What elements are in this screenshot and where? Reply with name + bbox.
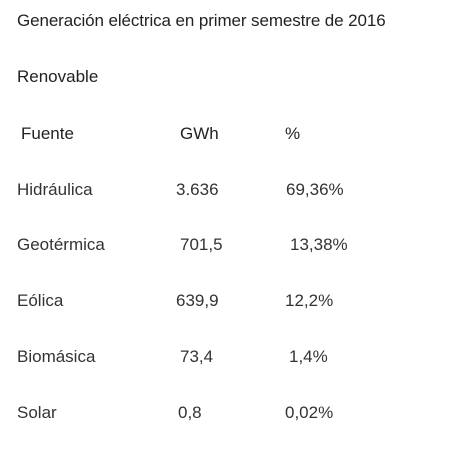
row-percent: 1,4% bbox=[289, 347, 328, 366]
section-heading: Renovable bbox=[17, 67, 99, 86]
row-percent: 0,02% bbox=[285, 403, 334, 422]
row-gwh: 639,9 bbox=[176, 291, 219, 310]
row-gwh: 701,5 bbox=[180, 235, 223, 254]
row-source: Eólica bbox=[17, 291, 64, 310]
header-percent: % bbox=[285, 124, 301, 143]
row-gwh: 73,4 bbox=[180, 347, 214, 366]
header-fuente: Fuente bbox=[21, 124, 74, 143]
row-percent: 13,38% bbox=[290, 235, 348, 254]
row-source: Solar bbox=[17, 403, 57, 422]
row-source: Hidráulica bbox=[17, 180, 93, 199]
row-percent: 69,36% bbox=[286, 180, 344, 199]
row-percent: 12,2% bbox=[285, 291, 334, 310]
row-source: Biomásica bbox=[17, 347, 96, 366]
row-gwh: 0,8 bbox=[178, 403, 202, 422]
header-gwh: GWh bbox=[180, 124, 219, 143]
page-title: Generación eléctrica en primer semestre … bbox=[17, 11, 386, 30]
row-source: Geotérmica bbox=[17, 235, 105, 254]
row-gwh: 3.636 bbox=[176, 180, 219, 199]
